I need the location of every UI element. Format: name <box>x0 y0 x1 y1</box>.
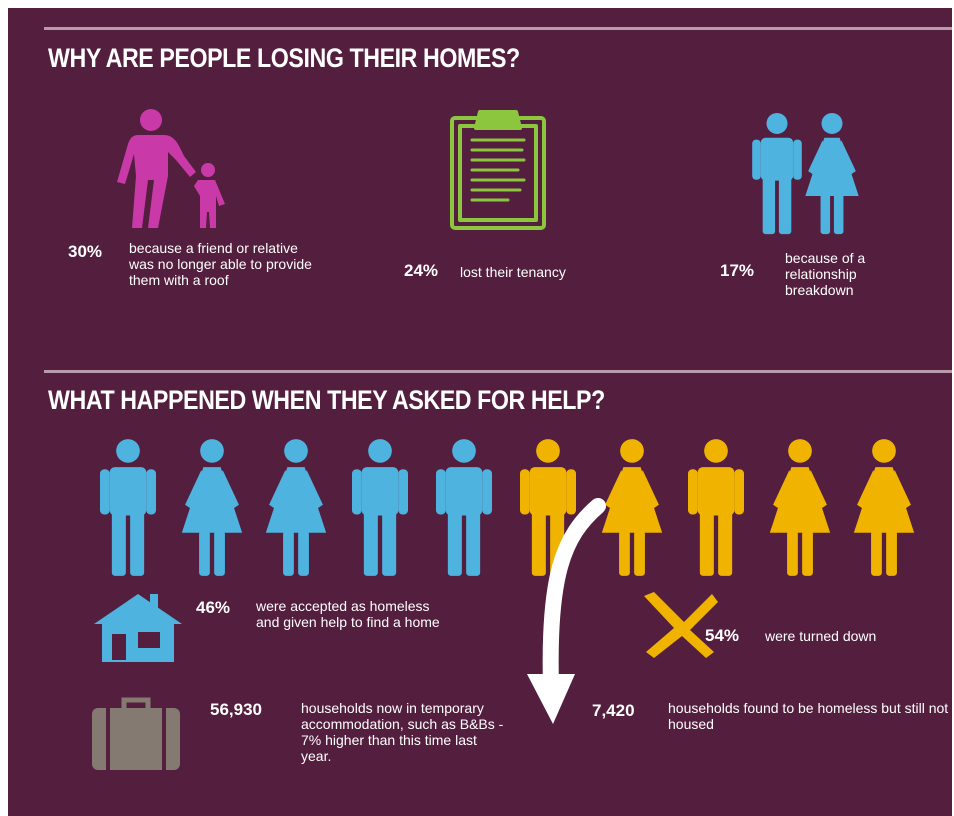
clipboard-icon <box>448 108 548 232</box>
person-icon-male-accepted <box>100 439 156 576</box>
suitcase-icon <box>90 696 182 772</box>
temporary-count: 56,930 <box>210 700 262 719</box>
turned-down-percent: 54% <box>705 626 740 645</box>
house-icon <box>90 590 186 664</box>
accepted-text: were accepted as homeless and given help… <box>256 598 440 630</box>
curved-arrow-icon <box>523 496 613 731</box>
stat-17-text: because of a relationship breakdown <box>785 250 866 298</box>
infographic: WHY ARE PEOPLE LOSING THEIR HOMES? 30% b… <box>8 8 952 816</box>
stat-24-percent: 24% <box>404 261 439 280</box>
stat-30-text: because a friend or relative was no long… <box>129 240 312 288</box>
stat-17-percent: 17% <box>720 261 755 280</box>
accepted-percent: 46% <box>196 598 231 617</box>
person-icon-male-turned-down <box>688 439 744 576</box>
person-icon-female-turned-down <box>853 439 915 576</box>
cross-icon <box>640 590 720 660</box>
temporary-text: households now in temporary accommodatio… <box>301 700 504 764</box>
top-divider <box>44 27 952 30</box>
section2-title: WHAT HAPPENED WHEN THEY ASKED FOR HELP? <box>48 385 605 415</box>
person-icon-male-accepted <box>436 439 492 576</box>
section1-title: WHY ARE PEOPLE LOSING THEIR HOMES? <box>48 43 520 73</box>
person-icon-female-accepted <box>265 439 327 576</box>
stat-30-percent: 30% <box>68 242 103 261</box>
turned-down-text: were turned down <box>765 628 877 644</box>
couple-icon <box>748 112 863 236</box>
not-housed-count: 7,420 <box>592 701 635 720</box>
stat-24-text: lost their tenancy <box>460 264 566 280</box>
person-icon-male-accepted <box>352 439 408 576</box>
not-housed-text: households found to be homeless but stil… <box>668 700 949 732</box>
person-icon-female-turned-down <box>769 439 831 576</box>
middle-divider <box>44 370 952 373</box>
people-row <box>93 438 933 578</box>
parent-child-icon <box>116 108 236 230</box>
person-icon-female-accepted <box>181 439 243 576</box>
